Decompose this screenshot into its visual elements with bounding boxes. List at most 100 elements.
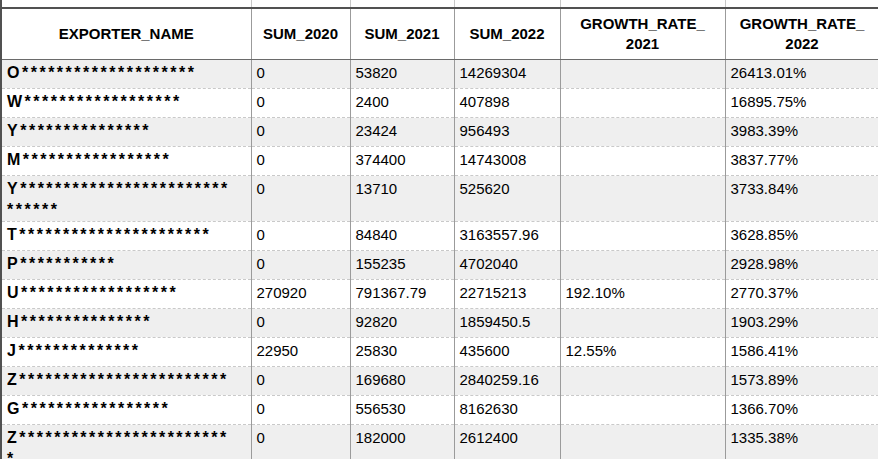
cell-growth-rate-2021[interactable] [560, 425, 725, 459]
cell-sum-2021[interactable]: 182000 [350, 425, 454, 459]
cell-sum-2020[interactable]: 0 [251, 60, 350, 89]
cell-sum-2022[interactable]: 3163557.96 [454, 222, 560, 251]
cell-sum-2020[interactable]: 0 [251, 147, 350, 176]
cell-exporter-name[interactable]: Y*************** [1, 118, 251, 147]
cell-sum-2021[interactable]: 155235 [350, 251, 454, 280]
cell-exporter-name[interactable]: J************** [1, 338, 251, 367]
column-header-sum-2020[interactable]: SUM_2020 [251, 8, 350, 60]
cell-sum-2021[interactable]: 23424 [350, 118, 454, 147]
table-row: M***************** 0 374400 14743008 383… [1, 147, 878, 176]
cell-sum-2022[interactable]: 1859450.5 [454, 309, 560, 338]
table-row: T********************** 0 84840 3163557.… [1, 222, 878, 251]
cell-sum-2022[interactable]: 8162630 [454, 396, 560, 425]
table-row: Y*************** 0 23424 956493 3983.39% [1, 118, 878, 147]
cell-sum-2021[interactable]: 169680 [350, 367, 454, 396]
cell-growth-rate-2021[interactable]: 192.10% [560, 280, 725, 309]
table-row: O******************** 0 53820 14269304 2… [1, 60, 878, 89]
column-header-sum-2022[interactable]: SUM_2022 [454, 8, 560, 60]
table-row: U****************** 270920 791367.79 227… [1, 280, 878, 309]
header-line-2: 2021 [565, 34, 721, 54]
cell-sum-2022[interactable]: 956493 [454, 118, 560, 147]
cell-growth-rate-2022[interactable]: 1586.41% [725, 338, 878, 367]
cell-sum-2021[interactable]: 374400 [350, 147, 454, 176]
cell-growth-rate-2021[interactable] [560, 222, 725, 251]
cell-exporter-name[interactable]: G***************** [1, 396, 251, 425]
table-row: Z************************ * 0 182000 261… [1, 425, 878, 459]
cell-exporter-name[interactable]: Z************************ * [1, 425, 251, 459]
cell-growth-rate-2021[interactable] [560, 89, 725, 118]
column-header-growth-rate-2021[interactable]: GROWTH_RATE_ 2021 [560, 8, 725, 60]
cell-growth-rate-2021[interactable] [560, 60, 725, 89]
cell-sum-2020[interactable]: 22950 [251, 338, 350, 367]
cell-growth-rate-2021[interactable] [560, 309, 725, 338]
cell-growth-rate-2022[interactable]: 2928.98% [725, 251, 878, 280]
cell-sum-2021[interactable]: 84840 [350, 222, 454, 251]
cell-exporter-name[interactable]: P*********** [1, 251, 251, 280]
cell-growth-rate-2021[interactable] [560, 118, 725, 147]
cell-growth-rate-2022[interactable]: 1335.38% [725, 425, 878, 459]
cell-growth-rate-2022[interactable]: 1573.89% [725, 367, 878, 396]
cell-exporter-name[interactable]: W****************** [1, 89, 251, 118]
cell-sum-2022[interactable]: 435600 [454, 338, 560, 367]
cell-exporter-name[interactable]: Y************************ ****** [1, 176, 251, 222]
cell-growth-rate-2021[interactable] [560, 176, 725, 222]
cell-sum-2021[interactable]: 791367.79 [350, 280, 454, 309]
cell-exporter-name[interactable]: H*************** [1, 309, 251, 338]
cell-exporter-name[interactable]: U****************** [1, 280, 251, 309]
cell-sum-2022[interactable]: 2840259.16 [454, 367, 560, 396]
cell-sum-2020[interactable]: 0 [251, 222, 350, 251]
table-row: H*************** 0 92820 1859450.5 1903.… [1, 309, 878, 338]
cell-growth-rate-2021[interactable] [560, 251, 725, 280]
cell-growth-rate-2022[interactable]: 26413.01% [725, 60, 878, 89]
cell-growth-rate-2021[interactable] [560, 367, 725, 396]
cell-sum-2020[interactable]: 0 [251, 396, 350, 425]
cell-sum-2020[interactable]: 0 [251, 309, 350, 338]
cell-sum-2020[interactable]: 0 [251, 367, 350, 396]
table-row: G***************** 0 556530 8162630 1366… [1, 396, 878, 425]
cell-growth-rate-2022[interactable]: 3837.77% [725, 147, 878, 176]
cell-sum-2022[interactable]: 22715213 [454, 280, 560, 309]
column-header-sum-2021[interactable]: SUM_2021 [350, 8, 454, 60]
cell-growth-rate-2022[interactable]: 3983.39% [725, 118, 878, 147]
column-header-growth-rate-2022[interactable]: GROWTH_RATE_ 2022 [725, 8, 878, 60]
exporters-growth-table: EXPORTER_NAME SUM_2020 SUM_2021 SUM_2022… [0, 0, 878, 459]
cell-exporter-name[interactable]: M***************** [1, 147, 251, 176]
cell-sum-2022[interactable]: 4702040 [454, 251, 560, 280]
cell-growth-rate-2022[interactable]: 3628.85% [725, 222, 878, 251]
cell-growth-rate-2022[interactable]: 2770.37% [725, 280, 878, 309]
cell-growth-rate-2022[interactable]: 16895.75% [725, 89, 878, 118]
cell-sum-2021[interactable]: 92820 [350, 309, 454, 338]
cell-sum-2021[interactable]: 556530 [350, 396, 454, 425]
cell-sum-2021[interactable]: 53820 [350, 60, 454, 89]
cell-sum-2022[interactable]: 407898 [454, 89, 560, 118]
cell-growth-rate-2022[interactable]: 1903.29% [725, 309, 878, 338]
header-line-2: 2022 [730, 34, 875, 54]
cell-sum-2022[interactable]: 14743008 [454, 147, 560, 176]
header-line-1: GROWTH_RATE_ [730, 14, 875, 34]
cell-exporter-name[interactable]: O******************** [1, 60, 251, 89]
cell-sum-2020[interactable]: 270920 [251, 280, 350, 309]
cell-sum-2022[interactable]: 14269304 [454, 60, 560, 89]
sliver-cell [350, 0, 454, 8]
cell-growth-rate-2021[interactable] [560, 147, 725, 176]
cell-sum-2021[interactable]: 2400 [350, 89, 454, 118]
cell-growth-rate-2021[interactable] [560, 396, 725, 425]
cell-growth-rate-2022[interactable]: 1366.70% [725, 396, 878, 425]
cell-sum-2020[interactable]: 0 [251, 176, 350, 222]
sliver-cell [560, 0, 725, 8]
cell-growth-rate-2021[interactable]: 12.55% [560, 338, 725, 367]
cell-exporter-name[interactable]: T********************** [1, 222, 251, 251]
cell-sum-2020[interactable]: 0 [251, 251, 350, 280]
cell-sum-2020[interactable]: 0 [251, 425, 350, 459]
column-header-exporter-name[interactable]: EXPORTER_NAME [1, 8, 251, 60]
cell-growth-rate-2022[interactable]: 3733.84% [725, 176, 878, 222]
cell-sum-2022[interactable]: 2612400 [454, 425, 560, 459]
cell-sum-2021[interactable]: 13710 [350, 176, 454, 222]
table-row: P*********** 0 155235 4702040 2928.98% [1, 251, 878, 280]
cell-sum-2020[interactable]: 0 [251, 89, 350, 118]
cell-sum-2022[interactable]: 525620 [454, 176, 560, 222]
cell-sum-2020[interactable]: 0 [251, 118, 350, 147]
cell-sum-2021[interactable]: 25830 [350, 338, 454, 367]
table-row: Y************************ ****** 0 13710… [1, 176, 878, 222]
cell-exporter-name[interactable]: Z************************ [1, 367, 251, 396]
